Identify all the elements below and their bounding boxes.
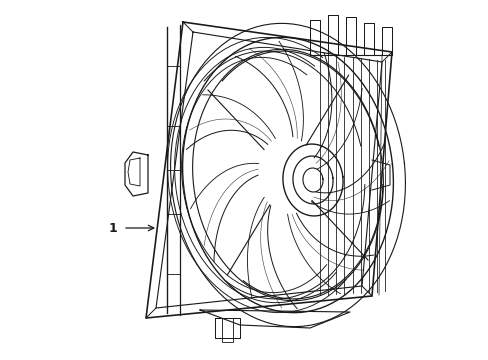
Text: 1: 1 bbox=[108, 221, 117, 234]
